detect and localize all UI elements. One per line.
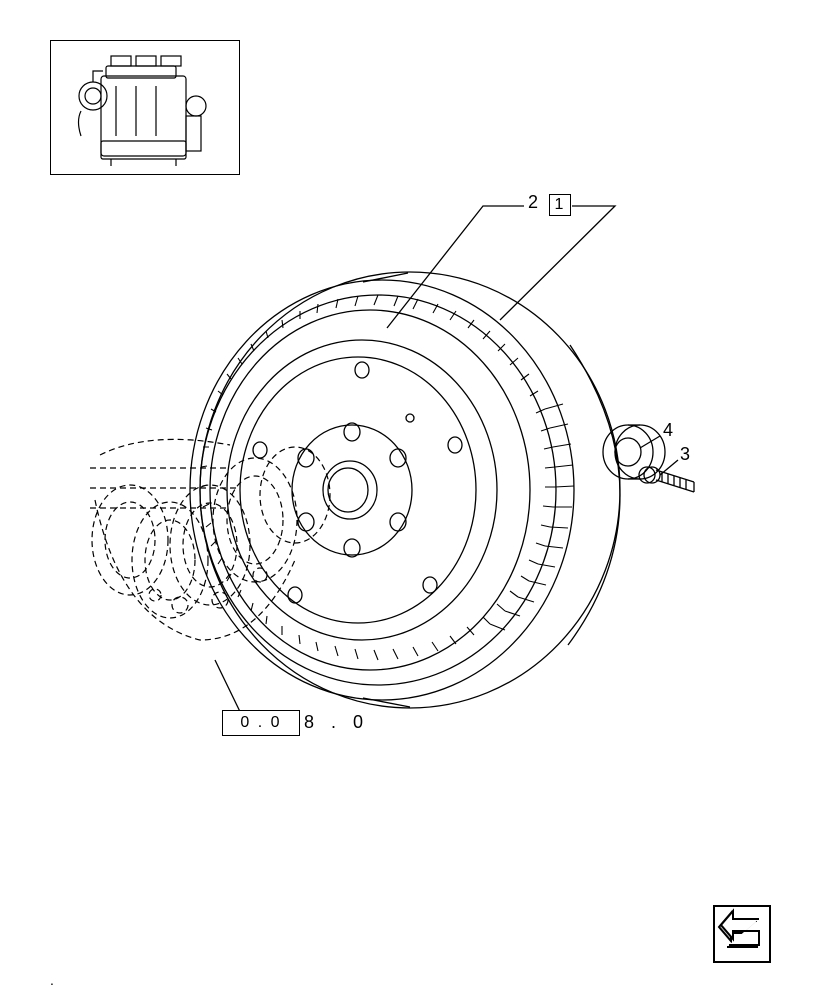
nav-back-icon-box[interactable] (713, 905, 771, 963)
callout-1-text: 1 (555, 196, 566, 214)
page-dot: . (50, 972, 54, 988)
ref-box-prefix: 0 . 0 (240, 714, 281, 732)
ref-box-08: 0 . 0 (222, 710, 300, 736)
callout-4: 4 (663, 420, 673, 441)
callout-3: 3 (680, 444, 690, 465)
callout-1-box: 1 (549, 194, 571, 216)
nav-back-icon (715, 907, 769, 961)
ref-suffix: 8 . 0 (304, 712, 369, 733)
flywheel-diagram (0, 0, 816, 1000)
callout-2: 2 (528, 192, 538, 213)
